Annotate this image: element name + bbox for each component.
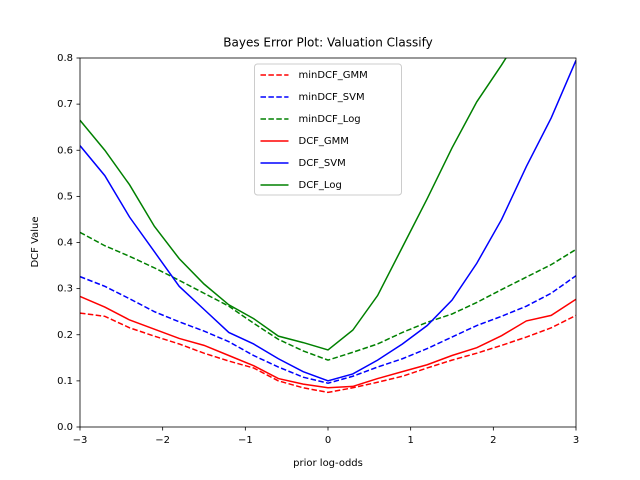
x-tick-label: −3 bbox=[73, 435, 88, 446]
y-tick-label: 0.5 bbox=[57, 191, 73, 202]
legend-label: minDCF_Log bbox=[299, 114, 361, 125]
plot-area bbox=[80, 58, 576, 394]
x-tick-label: −1 bbox=[238, 435, 253, 446]
series-line bbox=[80, 60, 576, 382]
x-tick-label: 2 bbox=[490, 435, 496, 446]
x-tick-label: 0 bbox=[325, 435, 331, 446]
y-tick-label: 0.6 bbox=[57, 145, 73, 156]
y-tick-label: 0.8 bbox=[57, 53, 73, 64]
x-tick-label: 1 bbox=[407, 435, 413, 446]
y-tick-label: 0.4 bbox=[57, 238, 73, 249]
series-line bbox=[80, 312, 576, 394]
y-tick-label: 0.2 bbox=[57, 330, 73, 341]
y-tick-label: 0.7 bbox=[57, 99, 73, 110]
y-tick-label: 0.1 bbox=[57, 376, 73, 387]
series-line bbox=[80, 295, 576, 389]
legend-label: minDCF_GMM bbox=[299, 70, 368, 81]
legend-label: minDCF_SVM bbox=[299, 92, 365, 103]
y-tick-label: 0.0 bbox=[57, 422, 73, 433]
legend-label: DCF_GMM bbox=[299, 136, 349, 147]
series-line bbox=[80, 231, 576, 361]
y-tick-label: 0.3 bbox=[57, 284, 73, 295]
series-line bbox=[80, 58, 507, 351]
x-tick-label: 3 bbox=[573, 435, 579, 446]
x-tick-label: −2 bbox=[155, 435, 170, 446]
legend-label: DCF_Log bbox=[299, 180, 342, 191]
x-axis-label: prior log-odds bbox=[293, 458, 363, 469]
legend-box bbox=[254, 63, 402, 196]
legend-label: DCF_SVM bbox=[299, 158, 346, 169]
y-axis-label: DCF Value bbox=[30, 216, 41, 267]
chart-title: Bayes Error Plot: Valuation Classify bbox=[223, 36, 432, 50]
series-line bbox=[80, 275, 576, 384]
